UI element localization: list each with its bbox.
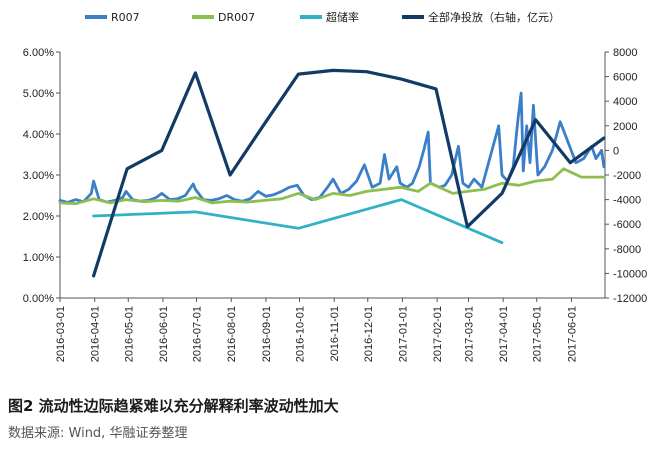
- legend-label: 超储率: [326, 10, 359, 24]
- series-line-4: [92, 68, 606, 278]
- y-right-tick-label: 2000: [613, 121, 637, 133]
- series-line-3: [92, 198, 504, 245]
- y-right-tick-label: 0: [613, 145, 619, 157]
- x-tick-label: 2016-08-01: [226, 306, 238, 362]
- x-tick-label: 2016-04-01: [90, 306, 102, 362]
- y-right-tick-label: 6000: [613, 72, 637, 84]
- x-tick-label: 2017-05-01: [532, 306, 544, 362]
- legend-label: 全部净投放（右轴，亿元）: [428, 10, 560, 24]
- y-right-tick-label: -8000: [613, 244, 641, 256]
- x-tick-label: 2017-06-01: [566, 306, 578, 362]
- x-tick-label: 2016-12-01: [363, 306, 375, 362]
- y-left-tick-label: 3.00%: [23, 170, 54, 182]
- x-tick-label: 2017-03-01: [463, 306, 475, 362]
- y-left-tick-label: 1.00%: [23, 252, 54, 264]
- legend-label: R007: [111, 11, 140, 24]
- x-tick-label: 2017-04-01: [498, 306, 510, 362]
- x-tick-label: 2017-01-01: [397, 306, 409, 362]
- axes: 0.00% 1.00% 2.00% 3.00% 4.00% 5.00% 6.00% -1200…: [23, 47, 647, 362]
- figure-caption: 图2 流动性边际趋紧难以充分解释利率波动性加大: [8, 397, 339, 415]
- y-left-tick-label: 5.00%: [23, 88, 54, 100]
- series-layer: [58, 68, 606, 278]
- y-right-tick-label: 8000: [613, 47, 637, 59]
- y-left-tick-label: 2.00%: [23, 211, 54, 223]
- x-tick-label: 2016-11-01: [329, 306, 341, 361]
- series-line-2: [58, 167, 606, 206]
- x-tick-label: 2017-02-01: [432, 306, 444, 362]
- x-tick-label: 2016-05-01: [123, 306, 135, 362]
- chart: R007 DR007 超储率 全部净投放（右轴，亿元） 0.00% 1.00% 2.00%…: [23, 10, 647, 362]
- y-right-tick-label: -10000: [613, 268, 647, 280]
- series-line-1: [58, 91, 606, 204]
- y-left-tick-label: 6.00%: [23, 47, 54, 59]
- x-tick-label: 2016-06-01: [158, 306, 170, 362]
- x-tick-label: 2016-09-01: [261, 306, 273, 362]
- y-right-tick-label: 4000: [613, 96, 637, 108]
- y-left-tick-label: 0.00%: [23, 293, 54, 305]
- y-right-tick-label: -12000: [613, 293, 647, 305]
- y-right-tick-label: -6000: [613, 219, 641, 231]
- legend-label: DR007: [218, 11, 255, 24]
- legend: R007 DR007 超储率 全部净投放（右轴，亿元）: [85, 10, 560, 24]
- y-right-tick-label: -2000: [613, 170, 641, 182]
- x-tick-label: 2016-10-01: [294, 306, 306, 362]
- figure-source: 数据来源: Wind, 华融证券整理: [8, 426, 188, 441]
- y-left-tick-label: 4.00%: [23, 129, 54, 141]
- x-tick-label: 2016-03-01: [55, 306, 67, 362]
- y-right-tick-label: -4000: [613, 195, 641, 207]
- x-tick-label: 2016-07-01: [192, 306, 204, 362]
